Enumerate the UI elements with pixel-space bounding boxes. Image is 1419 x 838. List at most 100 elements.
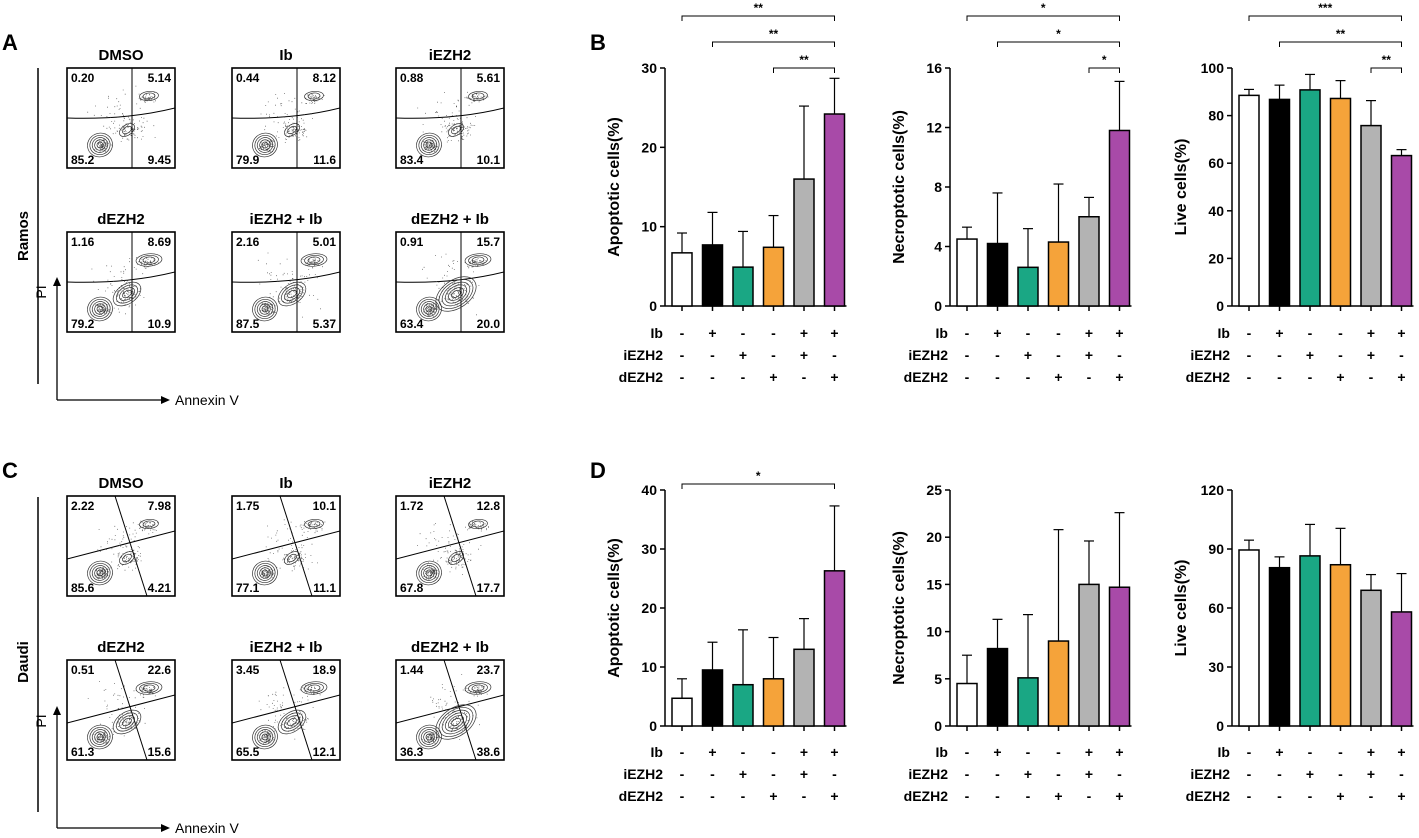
treatment-sign: - — [1338, 744, 1343, 760]
scatter-dots — [417, 91, 489, 154]
y-axis-label: Live cells(%) — [1173, 560, 1190, 657]
y-tick-label: 10 — [641, 659, 657, 675]
scatter-dots — [94, 520, 158, 580]
flow-plot-content — [232, 68, 340, 168]
contour-line — [119, 123, 135, 137]
treatment-sign: - — [771, 766, 776, 782]
contour-line — [122, 553, 132, 563]
y-tick-label: 4 — [934, 239, 942, 255]
quadrant-upper-left: 0.51 — [71, 663, 95, 677]
contour-line — [96, 141, 104, 149]
contour-line — [307, 92, 321, 100]
treatment-sign: - — [1247, 788, 1252, 804]
flow-plot-title: Ib — [279, 475, 292, 492]
contour-line — [96, 733, 104, 741]
treatment-sign: + — [1367, 347, 1375, 363]
gate-vertical — [443, 496, 477, 596]
significance-label: ** — [1336, 27, 1346, 41]
treatment-sign: - — [832, 766, 837, 782]
contour-line — [448, 551, 464, 565]
treatment-sign: + — [1306, 766, 1314, 782]
quadrant-lower-left: 79.2 — [71, 317, 95, 331]
contour-line — [91, 729, 109, 745]
y-tick-label: 100 — [1201, 60, 1225, 76]
quadrant-lower-right: 10.9 — [148, 317, 172, 331]
contour-line — [307, 520, 321, 528]
significance-bracket — [1248, 15, 1402, 21]
bar-2 — [732, 266, 754, 307]
treatment-sign: + — [1085, 766, 1093, 782]
treatment-label: iEZH2 — [1190, 347, 1230, 363]
contour-line — [435, 704, 477, 740]
treatment-sign: + — [1085, 325, 1093, 341]
flow-axes-ramos — [53, 277, 170, 404]
quadrant-lower-right: 4.21 — [148, 581, 172, 595]
significance-label: * — [1041, 1, 1046, 15]
flow-plot-content — [67, 660, 175, 760]
treatment-sign: - — [1247, 347, 1252, 363]
contour-line — [96, 305, 104, 313]
treatment-sign: - — [741, 325, 746, 341]
flow-plot-frame — [66, 659, 176, 761]
contour-line — [304, 90, 324, 102]
scatter-dots — [422, 253, 487, 317]
flow-plot-content — [232, 660, 340, 760]
quadrant-upper-right: 15.7 — [477, 235, 501, 249]
treatment-sign: + — [1024, 347, 1032, 363]
contour-line — [420, 565, 438, 581]
treatment-sign: - — [1308, 369, 1313, 385]
bar-2 — [1017, 677, 1039, 727]
treatment-label: Ib — [936, 325, 948, 341]
contour-line — [438, 707, 474, 737]
treatment-sign: + — [1306, 347, 1314, 363]
treatment-sign: + — [769, 369, 777, 385]
significance-label: ** — [769, 27, 779, 41]
treatment-label: Ib — [936, 744, 948, 760]
bar-4 — [793, 178, 815, 307]
quadrant-upper-right: 7.98 — [148, 499, 172, 513]
contour-line — [142, 256, 156, 264]
contour-line — [135, 253, 163, 267]
significance-label: * — [1102, 53, 1107, 67]
treatment-sign: + — [1115, 369, 1123, 385]
treatment-sign: - — [1338, 347, 1343, 363]
bar-1 — [701, 244, 724, 307]
quadrant-upper-right: 23.7 — [477, 663, 501, 677]
contour-line — [87, 724, 113, 750]
significance-label: ** — [754, 1, 764, 15]
flow-plot-frame — [395, 495, 505, 597]
treatment-sign: + — [1397, 744, 1405, 760]
contour-line — [119, 287, 135, 301]
treatment-sign: - — [1247, 766, 1252, 782]
quadrant-upper-left: 0.88 — [400, 71, 424, 85]
treatment-sign: - — [995, 369, 1000, 385]
contour-line — [89, 726, 111, 748]
contour-line — [119, 551, 135, 565]
flow-plot-daudi-5: dEZH2 + Ib 1.44 23.7 36.3 38.6 — [395, 639, 505, 761]
contour-line — [420, 301, 438, 317]
treatment-sign: - — [1247, 369, 1252, 385]
treatment-sign: + — [1054, 788, 1062, 804]
treatment-sign: - — [1399, 347, 1404, 363]
flow-plot-content — [67, 232, 175, 332]
quadrant-upper-left: 3.45 — [236, 663, 260, 677]
significance-bracket — [681, 483, 835, 489]
y-tick-label: 90 — [1208, 541, 1224, 557]
treatment-sign: + — [1336, 788, 1344, 804]
treatment-sign: - — [1087, 369, 1092, 385]
treatment-sign: + — [1275, 744, 1283, 760]
contour-line — [122, 125, 132, 135]
contour-line — [139, 682, 159, 694]
quadrant-lower-right: 9.45 — [148, 153, 172, 167]
treatment-sign: + — [1367, 325, 1375, 341]
treatment-label: iEZH2 — [908, 347, 948, 363]
contour-line — [142, 92, 156, 100]
flow-plot-title: dEZH2 + Ib — [411, 639, 489, 656]
significance-label: *** — [1318, 1, 1332, 15]
treatment-sign: - — [771, 325, 776, 341]
contour-line — [284, 287, 300, 301]
quadrant-lower-right: 17.7 — [477, 581, 501, 595]
treatment-sign: - — [1056, 347, 1061, 363]
y-tick-label: 60 — [1208, 155, 1224, 171]
treatment-sign: - — [680, 744, 685, 760]
